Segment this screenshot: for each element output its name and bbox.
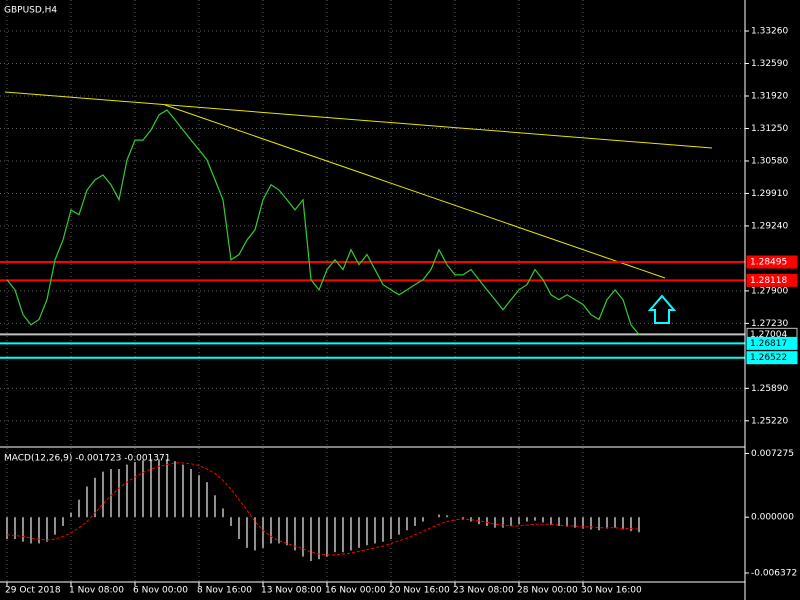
price-level-label: 1.28495 <box>750 258 787 268</box>
x-tick-label: 28 Nov 00:00 <box>517 586 578 596</box>
trend-line <box>4 91 713 149</box>
y-tick-label: 1.33260 <box>751 27 788 37</box>
price-level-label: 1.27004 <box>750 330 787 340</box>
x-tick-label: 8 Nov 16:00 <box>197 586 252 596</box>
price-level-label: 1.26817 <box>750 339 787 349</box>
y-tick-label: 1.25890 <box>751 384 788 394</box>
y-tick-label: 1.32590 <box>751 59 788 69</box>
macd-label: MACD(12,26,9) -0.001723 -0.001371 <box>4 454 170 464</box>
y-tick-label: 1.29910 <box>751 189 788 199</box>
arrow-up <box>647 294 677 324</box>
y-tick-label: 0.007275 <box>751 449 794 459</box>
price-level-box <box>746 255 798 269</box>
x-tick-label: 29 Oct 2018 <box>5 586 61 596</box>
trend-line <box>164 104 666 279</box>
price-level-label: 1.26522 <box>750 353 787 363</box>
y-tick-label: 1.25220 <box>751 416 788 426</box>
y-tick-label: 1.31920 <box>751 91 788 101</box>
y-tick-label: 1.27230 <box>751 319 788 329</box>
x-tick-label: 30 Nov 16:00 <box>581 586 642 596</box>
x-tick-label: 20 Nov 16:00 <box>389 586 450 596</box>
y-tick-label: 1.27900 <box>751 286 788 296</box>
y-tick-label: 0.000000 <box>751 513 794 523</box>
price-level-box <box>746 273 798 287</box>
price-level-box <box>746 351 798 365</box>
macd-signal <box>6 462 640 556</box>
y-tick-label: 1.31250 <box>751 124 788 134</box>
y-tick-label: -0.006372 <box>751 568 797 578</box>
price-level-box <box>746 336 798 350</box>
x-tick-label: 1 Nov 08:00 <box>69 586 124 596</box>
x-tick-label: 23 Nov 08:00 <box>453 586 514 596</box>
plot <box>0 109 745 561</box>
price-level-label: 1.28118 <box>750 276 787 286</box>
chart-title: GBPUSD,H4 <box>4 6 57 16</box>
price-line <box>6 109 640 335</box>
x-tick-label: 6 Nov 00:00 <box>133 586 188 596</box>
y-tick-label: 1.30580 <box>751 156 788 166</box>
x-tick-label: 16 Nov 00:00 <box>325 586 386 596</box>
x-tick-label: 13 Nov 08:00 <box>261 586 322 596</box>
y-tick-label: 1.29240 <box>751 221 788 231</box>
